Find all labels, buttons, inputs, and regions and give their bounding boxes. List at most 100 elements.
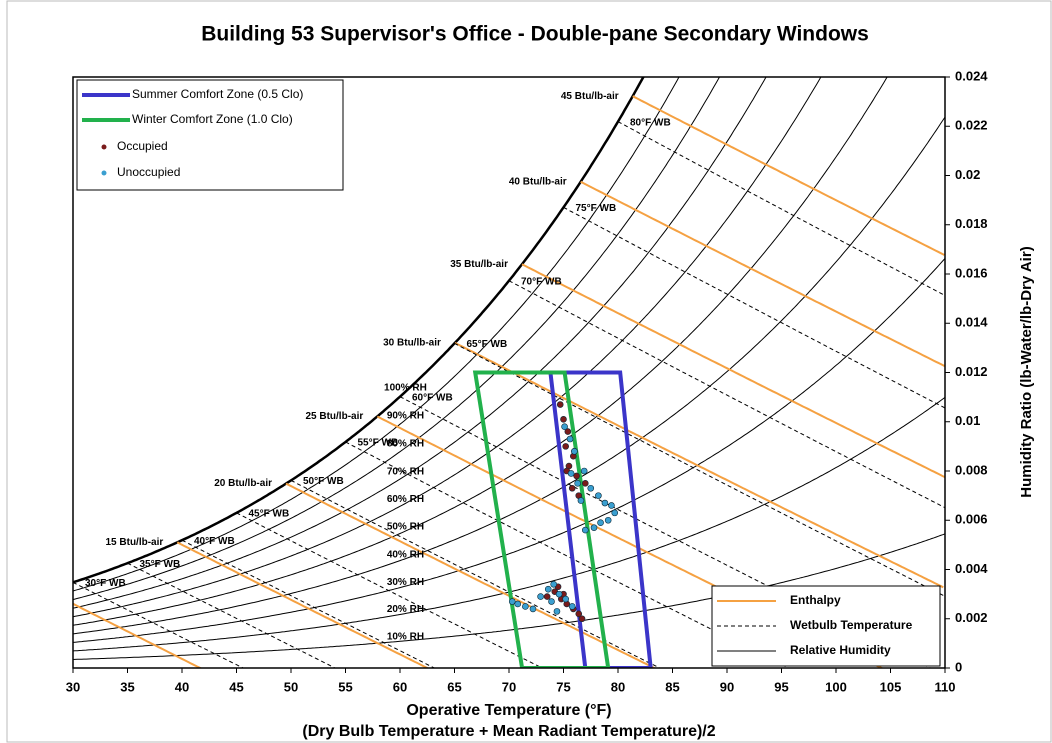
rh-curve xyxy=(73,77,767,609)
overlay: 15 Btu/lb-air 20 Btu/lb-air 25 Btu/lb-air 3… xyxy=(66,68,989,694)
data-point xyxy=(560,415,567,423)
enthalpy-line xyxy=(454,342,944,589)
wetbulb-label: 65°F WB xyxy=(467,339,508,350)
legend-label: Wetbulb Temperature xyxy=(790,618,913,632)
y2-tick-label: 0.022 xyxy=(955,118,988,133)
data-point xyxy=(578,615,586,623)
data-point xyxy=(553,608,561,615)
enthalpy-label: 45 Btu/lb-air xyxy=(561,91,619,102)
rh-label: 80% RH xyxy=(387,438,424,449)
data-point xyxy=(590,524,598,531)
data-point xyxy=(608,502,615,509)
y2-tick-label: 0.02 xyxy=(955,167,980,182)
y2-tick-label: 0.002 xyxy=(955,610,988,625)
comfort-zone xyxy=(548,370,653,668)
wetbulb-label: 80°F WB xyxy=(630,117,671,128)
data-point xyxy=(568,484,576,492)
data-point xyxy=(577,497,585,504)
data-point xyxy=(571,447,578,455)
wetbulb-line xyxy=(563,206,945,409)
enthalpy-label: 35 Btu/lb-air xyxy=(450,259,508,270)
y2-tick-label: 0 xyxy=(955,659,962,674)
data-point xyxy=(580,467,588,475)
x-tick-label: 60 xyxy=(393,679,407,694)
y2-tick-label: 0.008 xyxy=(955,462,988,477)
x-tick-label: 90 xyxy=(720,679,734,694)
rh-curve xyxy=(73,77,822,618)
x-tick-label: 105 xyxy=(880,679,902,694)
rh-label: 100% RH xyxy=(384,382,427,393)
y2-tick-label: 0.004 xyxy=(955,561,988,576)
enthalpy-label: 25 Btu/lb-air xyxy=(305,411,363,422)
data-point xyxy=(522,603,529,610)
rh-curve xyxy=(73,77,721,601)
rh-label: 30% RH xyxy=(387,577,424,588)
data-point xyxy=(611,509,619,517)
y2-tick-label: 0.01 xyxy=(955,413,980,428)
enthalpy-line xyxy=(176,541,429,668)
x-tick-label: 40 xyxy=(175,679,189,694)
y2-tick-label: 0.024 xyxy=(955,68,988,83)
data-point xyxy=(562,443,569,450)
y2-tick-label: 0.014 xyxy=(955,315,988,330)
data-point xyxy=(537,593,544,600)
x-tick-label: 65 xyxy=(447,679,461,694)
x-tick-label: 100 xyxy=(825,679,847,694)
rh-label: 60% RH xyxy=(387,494,424,505)
legend-label: Relative Humidity xyxy=(790,643,891,657)
rh-label: 70% RH xyxy=(387,466,424,477)
wetbulb-line xyxy=(236,512,544,668)
data-point xyxy=(566,435,574,443)
data-point xyxy=(581,480,589,487)
data-point xyxy=(550,580,557,588)
frame xyxy=(6,0,1052,743)
enthalpy-line xyxy=(73,602,202,668)
wetbulb-line xyxy=(454,342,945,597)
y2-tick-label: 0.012 xyxy=(955,364,988,379)
data-point xyxy=(604,516,612,524)
enthalpy-line xyxy=(632,95,945,256)
data-point xyxy=(544,585,552,593)
data-point xyxy=(508,598,516,605)
rh-label: 50% RH xyxy=(387,522,424,533)
enthalpy-line xyxy=(285,482,655,668)
legend-label: Enthalpy xyxy=(790,593,841,607)
rh-curve xyxy=(73,116,945,635)
data-point xyxy=(543,593,551,600)
rh-curve xyxy=(73,77,680,592)
wetbulb-label: 35°F WB xyxy=(140,559,181,570)
y2-axis-title: Humidity Ratio (lb-Water/lb-Dry Air) xyxy=(1018,246,1035,497)
wetbulb-label: 40°F WB xyxy=(194,536,235,547)
data-point xyxy=(555,590,563,598)
rh-label: 10% RH xyxy=(387,631,424,642)
x-tick-label: 80 xyxy=(611,679,625,694)
wetbulb-label: 30°F WB xyxy=(85,578,126,589)
y2-tick-label: 0.018 xyxy=(955,216,988,231)
wetbulb-line xyxy=(508,280,945,509)
rh-label: 20% RH xyxy=(387,604,424,615)
data-point xyxy=(556,401,564,408)
data-point xyxy=(514,600,522,608)
data-point xyxy=(548,598,555,605)
rh-curve xyxy=(73,258,945,643)
legend-swatch xyxy=(101,170,107,176)
legend-label: Winter Comfort Zone (1.0 Clo) xyxy=(132,112,293,126)
y2-tick-label: 0.006 xyxy=(955,512,988,527)
wetbulb-label: 75°F WB xyxy=(576,203,617,214)
data-point xyxy=(567,470,575,477)
enthalpy-label: 30 Btu/lb-air xyxy=(383,337,441,348)
enthalpy-line xyxy=(580,180,945,367)
x-axis-note: (Dry Bulb Temperature + Mean Radiant Tem… xyxy=(302,723,715,740)
data-point xyxy=(564,428,572,435)
x-tick-label: 70 xyxy=(502,679,516,694)
wetbulb-label: 50°F WB xyxy=(303,476,344,487)
enthalpy-line xyxy=(521,263,945,479)
x-tick-label: 85 xyxy=(665,679,679,694)
y2-tick-label: 0.016 xyxy=(955,265,988,280)
data-point xyxy=(568,603,576,610)
chart-title: Building 53 Supervisor's Office - Double… xyxy=(201,23,869,46)
data-point xyxy=(597,519,604,527)
wetbulb-label: 70°F WB xyxy=(521,276,562,287)
data-point xyxy=(581,526,589,534)
wetbulb-label: 55°F WB xyxy=(358,438,399,449)
